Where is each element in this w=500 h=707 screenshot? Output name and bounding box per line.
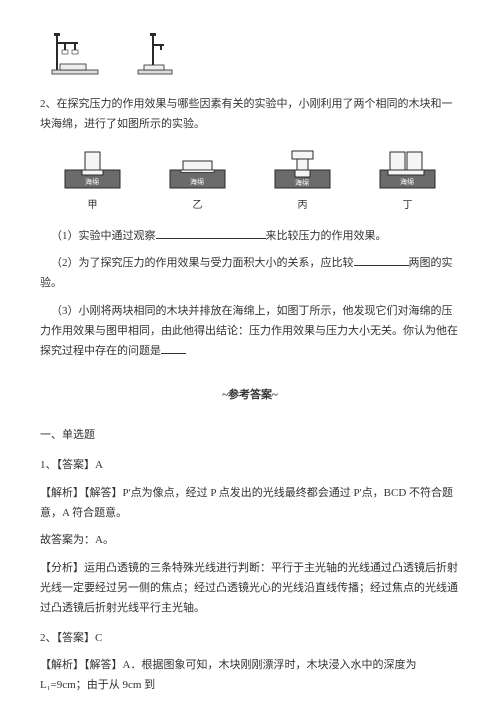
q2-sub1-a: （1）实验中通过观察 (51, 230, 156, 242)
sponge-bing: 海绵 (270, 150, 335, 192)
answer-divider: ~参考答案~ (40, 386, 460, 406)
sponge-labels: 甲 乙 丙 丁 (40, 197, 460, 215)
q2-intro: 2、在探究压力的作用效果与哪些因素有关的实验中，小刚利用了两个相同的木块和一块海… (40, 95, 460, 135)
a1-therefore: 故答案为：A。 (40, 531, 460, 551)
svg-text:海绵: 海绵 (400, 177, 414, 186)
a1-analysis: 【分析】运用凸透镜的三条特殊光线进行判断：平行于主光轴的光线通过凸透镜后折射光线… (40, 559, 460, 618)
sponge-diagrams: 海绵 海绵 海绵 海绵 (40, 150, 460, 192)
blank-1 (156, 227, 266, 239)
svg-text:海绵: 海绵 (190, 177, 204, 186)
apparatus-right (130, 30, 180, 75)
q2-sub1: （1）实验中通过观察 来比较压力的作用效果。 (40, 227, 460, 247)
q2-sub2-a: （2）为了探究压力的作用效果与受力面积大小的关系，应比较 (51, 257, 354, 269)
sponge-jia: 海绵 (60, 150, 125, 192)
svg-text:海绵: 海绵 (85, 177, 99, 186)
label-bing: 丙 (268, 197, 338, 215)
q2-sub1-b: 来比较压力的作用效果。 (266, 230, 387, 242)
a2-num: 2、【答案】C (40, 629, 460, 649)
blank-3 (161, 342, 186, 354)
sponge-yi: 海绵 (165, 150, 230, 192)
sponge-ding: 海绵 (375, 150, 440, 192)
q2-sub2: （2）为了探究压力的作用效果与受力面积大小的关系，应比较两图的实验。 (40, 254, 460, 294)
q2-sub3: （3）小刚将两块相同的木块并排放在海绵上，如图丁所示，他发现它们对海绵的压力作用… (40, 302, 460, 361)
q2-sub3-text: （3）小刚将两块相同的木块并排放在海绵上，如图丁所示，他发现它们对海绵的压力作用… (40, 305, 458, 357)
a2-exp: 【解析】【解答】A．根据图象可知，木块刚刚漂浮时，木块浸入水中的深度为 L₁=9… (40, 656, 460, 696)
label-ding: 丁 (373, 197, 443, 215)
a1-exp: 【解析】【解答】P'点为像点，经过 P 点发出的光线最终都会通过 P'点，BCD… (40, 484, 460, 524)
apparatus-left (50, 30, 100, 75)
section-single-choice: 一、单选题 (40, 426, 460, 446)
label-yi: 乙 (163, 197, 233, 215)
blank-2 (354, 254, 409, 266)
label-jia: 甲 (58, 197, 128, 215)
a1-num: 1、【答案】A (40, 456, 460, 476)
svg-text:海绵: 海绵 (295, 178, 309, 187)
